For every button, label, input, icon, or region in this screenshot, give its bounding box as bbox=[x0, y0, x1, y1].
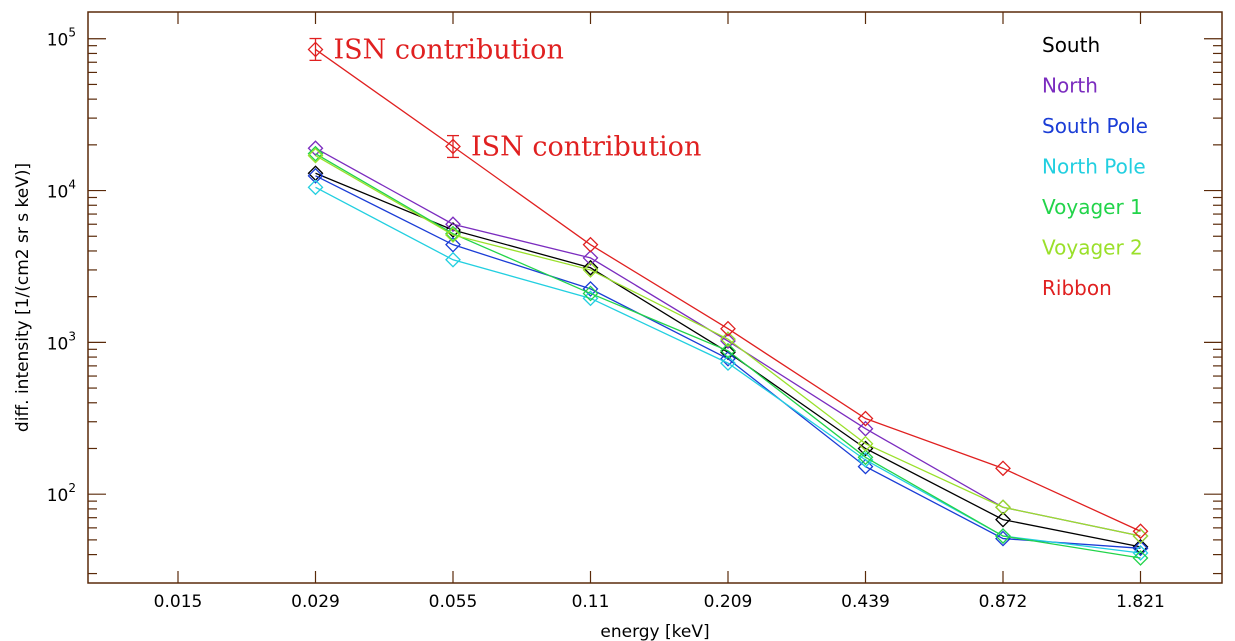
data-point bbox=[720, 320, 736, 337]
data-point bbox=[307, 167, 324, 184]
series-north bbox=[307, 140, 1149, 544]
legend-entry: Ribbon bbox=[1042, 276, 1112, 300]
y-tick-exponent: 4 bbox=[68, 178, 76, 192]
data-point bbox=[857, 458, 874, 475]
series-ribbon bbox=[307, 37, 1149, 540]
y-axis-label: diff. intensity [1/(cm2 sr s keV)] bbox=[13, 163, 33, 432]
legend-entry: North Pole bbox=[1042, 155, 1146, 179]
annotation-label: ISN contribution bbox=[334, 34, 564, 65]
y-tick-exponent: 3 bbox=[68, 329, 76, 343]
data-point bbox=[995, 499, 1011, 516]
data-point bbox=[445, 225, 461, 242]
data-point bbox=[445, 251, 461, 268]
data-point bbox=[307, 140, 324, 157]
data-point bbox=[1132, 550, 1149, 566]
y-tick-label: 104 bbox=[47, 178, 76, 203]
x-tick-label: 0.439 bbox=[841, 592, 890, 612]
y-tick-base: 10 bbox=[47, 31, 69, 51]
series-voyager-2 bbox=[307, 147, 1149, 544]
data-point bbox=[445, 236, 461, 253]
series-line bbox=[315, 48, 1141, 532]
data-point bbox=[857, 452, 874, 468]
series-line bbox=[315, 175, 1141, 549]
legend-entry: North bbox=[1042, 74, 1098, 98]
data-point bbox=[995, 528, 1011, 544]
series-south-pole bbox=[307, 167, 1149, 557]
data-point bbox=[720, 355, 736, 372]
series-line bbox=[315, 153, 1141, 559]
legend-entry: South Pole bbox=[1042, 114, 1148, 138]
annotation-label: ISN contribution bbox=[471, 132, 701, 163]
x-tick-label: 0.872 bbox=[979, 592, 1028, 612]
data-point bbox=[720, 342, 736, 359]
data-point bbox=[582, 259, 599, 276]
data-point bbox=[857, 435, 874, 452]
data-point bbox=[857, 410, 874, 427]
data-point bbox=[307, 147, 324, 164]
x-tick-label: 1.821 bbox=[1116, 592, 1165, 612]
data-point bbox=[995, 460, 1011, 477]
series-layer bbox=[307, 37, 1149, 566]
plot-frame bbox=[87, 11, 1223, 584]
y-tick-base: 10 bbox=[47, 183, 69, 203]
data-point bbox=[720, 333, 736, 349]
series-voyager-1 bbox=[307, 145, 1149, 566]
data-point bbox=[307, 179, 324, 196]
data-point bbox=[1132, 538, 1149, 555]
legend-entry: South bbox=[1042, 33, 1100, 57]
axes-layer: 0.015 0.029 0.055 0.11 0.209 0.439 0.872 1.821 1… bbox=[47, 11, 1223, 612]
data-point bbox=[582, 280, 599, 297]
data-point bbox=[857, 449, 874, 466]
series-line bbox=[315, 155, 1141, 537]
y-tick-label: 105 bbox=[47, 26, 76, 51]
data-point bbox=[720, 331, 736, 348]
data-point bbox=[582, 236, 599, 253]
data-point bbox=[720, 350, 736, 367]
data-point bbox=[995, 511, 1011, 528]
data-point bbox=[445, 227, 461, 243]
series-north-pole bbox=[307, 179, 1149, 561]
data-point bbox=[1132, 523, 1149, 540]
legend-entry: Voyager 1 bbox=[1042, 195, 1143, 219]
x-tick-label: 0.055 bbox=[429, 592, 478, 612]
annotation-layer: ISN contribution ISN contribution bbox=[334, 34, 702, 162]
data-point bbox=[1132, 540, 1149, 557]
x-tick-label: 0.209 bbox=[704, 592, 753, 612]
y-tick-base: 10 bbox=[47, 334, 69, 354]
y-tick-label: 103 bbox=[47, 329, 76, 354]
x-axis-label: energy [keV] bbox=[600, 622, 709, 641]
data-point bbox=[445, 216, 461, 233]
y-tick-exponent: 5 bbox=[68, 26, 76, 40]
legend: South North South Pole North Pole Voyager 1 V… bbox=[1042, 33, 1148, 300]
data-point bbox=[582, 262, 599, 278]
y-tick-exponent: 2 bbox=[68, 481, 76, 495]
series-line bbox=[315, 147, 1141, 537]
y-tick-label: 102 bbox=[47, 481, 76, 506]
y-tick-base: 10 bbox=[47, 486, 69, 506]
data-point bbox=[857, 420, 874, 437]
data-point bbox=[307, 145, 324, 162]
legend-entry: Voyager 2 bbox=[1042, 236, 1143, 260]
data-point bbox=[582, 285, 599, 302]
x-tick-label: 0.11 bbox=[572, 592, 610, 612]
data-point bbox=[582, 249, 599, 266]
data-point bbox=[1132, 545, 1149, 561]
x-tick-label: 0.029 bbox=[291, 592, 340, 612]
x-tick-label: 0.015 bbox=[154, 592, 203, 612]
